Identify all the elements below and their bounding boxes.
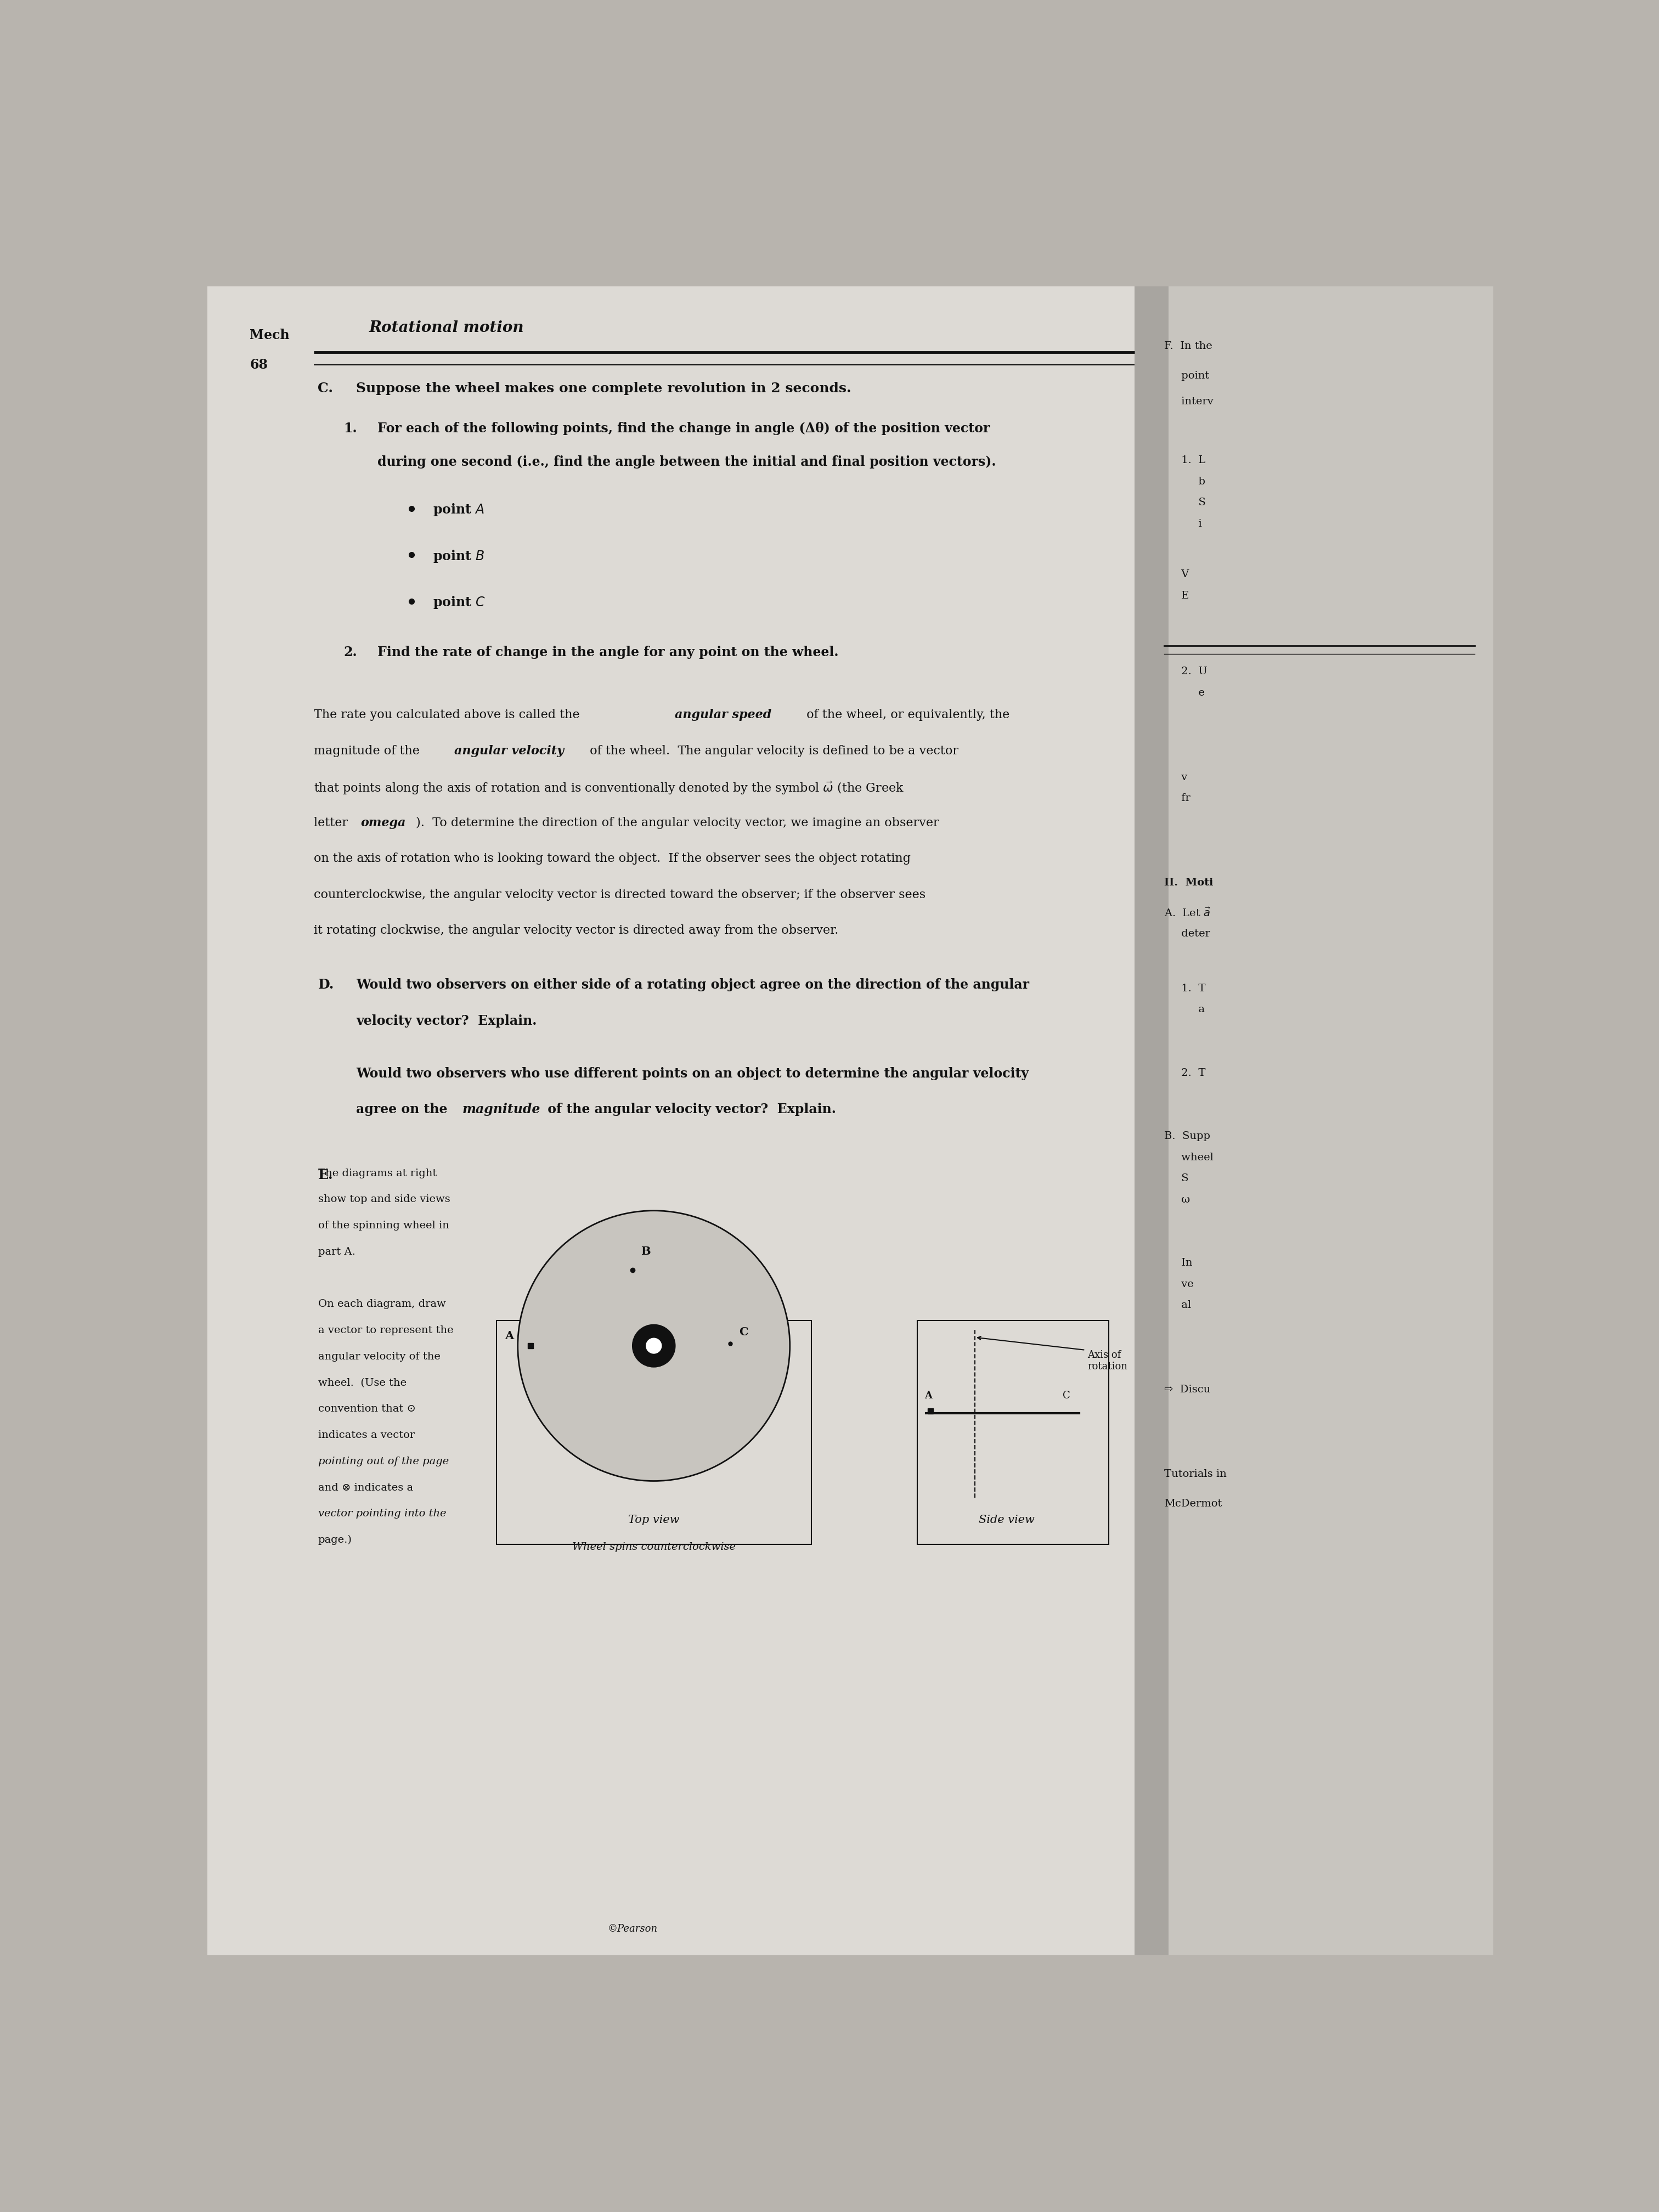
Text: 2.  T: 2. T [1165,1068,1206,1077]
Text: Find the rate of change in the angle for any point on the wheel.: Find the rate of change in the angle for… [378,646,838,659]
Text: S: S [1165,1175,1188,1183]
Text: page.): page.) [319,1535,352,1544]
Text: ⇨  Discu: ⇨ Discu [1165,1385,1211,1396]
Text: Suppose the wheel makes one complete revolution in 2 seconds.: Suppose the wheel makes one complete rev… [357,383,851,394]
Text: wheel: wheel [1165,1152,1213,1164]
Text: II.  Moti: II. Moti [1165,878,1213,887]
Text: 2.: 2. [343,646,357,659]
Text: Would two observers who use different points on an object to determine the angul: Would two observers who use different po… [357,1066,1029,1079]
Text: interv: interv [1165,396,1213,407]
FancyBboxPatch shape [1151,288,1513,1955]
Text: ve: ve [1165,1279,1193,1290]
Text: A: A [924,1391,932,1400]
Text: E.: E. [319,1168,333,1181]
Text: fr: fr [1165,794,1190,803]
Text: On each diagram, draw: On each diagram, draw [319,1298,446,1310]
Text: a vector to represent the: a vector to represent the [319,1325,453,1336]
Text: on the axis of rotation who is looking toward the object.  If the observer sees : on the axis of rotation who is looking t… [314,852,911,865]
Text: Axis of
rotation: Axis of rotation [1088,1349,1128,1371]
Text: Rotational motion: Rotational motion [368,321,524,336]
Text: wheel.  (Use the: wheel. (Use the [319,1378,406,1387]
Text: of the spinning wheel in: of the spinning wheel in [319,1221,450,1230]
Text: McDermot: McDermot [1165,1500,1221,1509]
Text: vector pointing into the: vector pointing into the [319,1509,446,1520]
Circle shape [645,1338,662,1354]
Text: Tutorials in: Tutorials in [1165,1469,1226,1480]
Text: velocity vector?  Explain.: velocity vector? Explain. [357,1013,538,1026]
Text: point $B$: point $B$ [433,549,484,564]
Text: The rate you calculated above is called the: The rate you calculated above is called … [314,710,584,721]
Text: D.: D. [319,978,333,991]
Text: deter: deter [1165,929,1209,938]
Text: convention that ⊙: convention that ⊙ [319,1405,415,1413]
Text: of the wheel, or equivalently, the: of the wheel, or equivalently, the [803,710,1010,721]
Text: e: e [1165,688,1204,697]
Circle shape [632,1325,675,1367]
Text: The diagrams at right: The diagrams at right [319,1168,436,1179]
Text: C.: C. [319,383,333,394]
Text: that points along the axis of rotation and is conventionally denoted by the symb: that points along the axis of rotation a… [314,781,904,796]
Text: F.  In the: F. In the [1165,341,1213,352]
Text: E: E [1165,591,1190,602]
Text: Side view: Side view [979,1515,1035,1526]
Text: B: B [640,1245,650,1256]
Text: omega: omega [360,816,406,830]
Text: Mech: Mech [251,330,290,343]
Text: b: b [1165,476,1204,487]
Text: of the wheel.  The angular velocity is defined to be a vector: of the wheel. The angular velocity is de… [586,745,959,757]
FancyBboxPatch shape [1135,288,1168,1955]
Text: C: C [738,1327,748,1338]
Text: al: al [1165,1301,1191,1310]
Text: during one second (i.e., find the angle between the initial and final position v: during one second (i.e., find the angle … [378,456,995,469]
Text: In: In [1165,1259,1193,1267]
Text: of the angular velocity vector?  Explain.: of the angular velocity vector? Explain. [542,1104,836,1117]
Text: For each of the following points, find the change in angle (Δθ) of the position : For each of the following points, find t… [378,422,990,436]
Text: show top and side views: show top and side views [319,1194,450,1206]
Text: pointing out of the page: pointing out of the page [319,1455,448,1467]
Text: part A.: part A. [319,1248,355,1256]
Text: i: i [1165,520,1201,529]
Text: v: v [1165,772,1188,783]
Text: magnitude: magnitude [463,1104,541,1117]
Text: and ⊗ indicates a: and ⊗ indicates a [319,1482,413,1493]
Text: Top view: Top view [629,1515,680,1526]
Text: Wheel spins counterclockwise: Wheel spins counterclockwise [572,1542,735,1553]
Text: angular velocity: angular velocity [455,745,564,757]
Text: point $A$: point $A$ [433,502,484,518]
Text: indicates a vector: indicates a vector [319,1431,415,1440]
Text: ).  To determine the direction of the angular velocity vector, we imagine an obs: ). To determine the direction of the ang… [416,816,939,830]
Text: A: A [504,1332,514,1343]
Text: a: a [1165,1004,1204,1015]
Text: ©Pearson: ©Pearson [607,1924,657,1933]
Text: B.  Supp: B. Supp [1165,1130,1209,1141]
Text: counterclockwise, the angular velocity vector is directed toward the observer; i: counterclockwise, the angular velocity v… [314,889,926,900]
Text: point: point [1165,372,1209,380]
Text: V: V [1165,571,1190,580]
Text: ω: ω [1165,1194,1190,1206]
Text: angular velocity of the: angular velocity of the [319,1352,440,1363]
Text: 68: 68 [251,358,269,372]
Text: it rotating clockwise, the angular velocity vector is directed away from the obs: it rotating clockwise, the angular veloc… [314,925,838,936]
Text: magnitude of the: magnitude of the [314,745,423,757]
FancyBboxPatch shape [207,288,1165,1955]
Text: A.  Let $\vec{a}$: A. Let $\vec{a}$ [1165,907,1211,920]
Text: agree on the: agree on the [357,1104,451,1117]
Text: S: S [1165,498,1206,507]
Text: angular speed: angular speed [675,710,771,721]
Text: 1.: 1. [343,422,357,436]
Text: Would two observers on either side of a rotating object agree on the direction o: Would two observers on either side of a … [357,978,1029,991]
Text: 2.  U: 2. U [1165,666,1208,677]
Text: point $C$: point $C$ [433,595,486,611]
Text: 1.  L: 1. L [1165,456,1206,465]
Text: letter: letter [314,816,352,830]
Text: C: C [1062,1391,1070,1400]
Text: 1.  T: 1. T [1165,984,1206,993]
Circle shape [518,1210,790,1482]
